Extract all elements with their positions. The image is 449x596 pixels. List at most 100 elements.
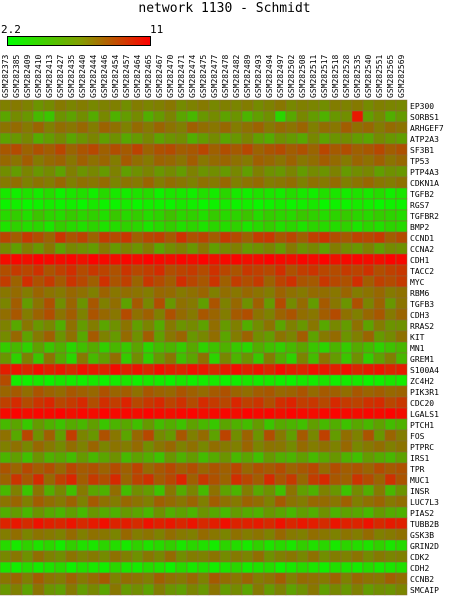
- heatmap-cell: [384, 583, 397, 596]
- heatmap-cell: [274, 253, 287, 266]
- heatmap-cell: [340, 165, 353, 178]
- heatmap-cell: [186, 187, 199, 200]
- heatmap-cell: [351, 528, 364, 541]
- heatmap-cell: [329, 374, 342, 387]
- heatmap-cell: [197, 418, 210, 431]
- heatmap-cell: [54, 451, 67, 464]
- heatmap-cell: [219, 385, 232, 398]
- heatmap-cell: [10, 286, 23, 299]
- row-label: CCND1: [410, 234, 434, 243]
- heatmap-cell: [120, 165, 133, 178]
- heatmap-cell: [384, 517, 397, 530]
- heatmap-cell: [351, 143, 364, 156]
- heatmap-cell: [230, 209, 243, 222]
- heatmap-cell: [197, 473, 210, 486]
- heatmap-cell: [54, 209, 67, 222]
- heatmap-cell: [241, 209, 254, 222]
- heatmap-cell: [186, 385, 199, 398]
- heatmap-cell: [362, 561, 375, 574]
- heatmap-cell: [318, 374, 331, 387]
- heatmap-cell: [373, 220, 386, 233]
- heatmap-cell: [186, 451, 199, 464]
- heatmap-cell: [318, 572, 331, 585]
- row-label: TP53: [410, 157, 429, 166]
- heatmap-cell: [208, 506, 221, 519]
- heatmap-cell: [197, 319, 210, 332]
- heatmap-cell: [296, 517, 309, 530]
- heatmap-cell: [208, 165, 221, 178]
- heatmap-cell: [197, 187, 210, 200]
- heatmap-cell: [65, 561, 78, 574]
- heatmap-cell: [10, 374, 23, 387]
- heatmap-cell: [274, 429, 287, 442]
- heatmap-cell: [329, 165, 342, 178]
- heatmap-cell: [252, 99, 265, 112]
- heatmap-cell: [384, 308, 397, 321]
- heatmap-cell: [76, 561, 89, 574]
- heatmap-cell: [175, 506, 188, 519]
- heatmap-cell: [230, 143, 243, 156]
- heatmap-cell: [197, 572, 210, 585]
- heatmap-cell: [340, 396, 353, 409]
- heatmap-cell: [32, 484, 45, 497]
- heatmap-cell: [362, 264, 375, 277]
- heatmap-cell: [208, 462, 221, 475]
- heatmap-cell: [186, 132, 199, 145]
- heatmap-cell: [76, 418, 89, 431]
- heatmap-cell: [274, 473, 287, 486]
- heatmap-cell: [340, 517, 353, 530]
- heatmap-cell: [109, 99, 122, 112]
- heatmap-cell: [274, 231, 287, 244]
- heatmap-cell: [175, 385, 188, 398]
- heatmap-cell: [219, 286, 232, 299]
- heatmap-cell: [307, 187, 320, 200]
- heatmap-cell: [351, 286, 364, 299]
- heatmap-cell: [197, 330, 210, 343]
- heatmap-cell: [296, 165, 309, 178]
- heatmap-cell: [351, 352, 364, 365]
- heatmap-cell: [54, 165, 67, 178]
- heatmap-cell: [98, 429, 111, 442]
- column-label: GSM282409: [23, 54, 32, 98]
- heatmap-cell: [65, 110, 78, 123]
- heatmap-cell: [329, 110, 342, 123]
- heatmap-cell: [76, 187, 89, 200]
- heatmap-cell: [395, 242, 408, 255]
- heatmap-cell: [54, 528, 67, 541]
- heatmap-cell: [142, 242, 155, 255]
- heatmap-cell: [219, 264, 232, 277]
- heatmap-cell: [109, 132, 122, 145]
- heatmap-cell: [109, 176, 122, 189]
- heatmap-cell: [131, 550, 144, 563]
- heatmap-cell: [351, 121, 364, 134]
- heatmap-cell: [87, 572, 100, 585]
- heatmap-cell: [98, 110, 111, 123]
- heatmap-cell: [164, 363, 177, 376]
- heatmap-cell: [241, 264, 254, 277]
- heatmap-cell: [384, 440, 397, 453]
- heatmap-cell: [351, 363, 364, 376]
- heatmap-cell: [43, 187, 56, 200]
- heatmap-cell: [87, 253, 100, 266]
- heatmap-cell: [285, 484, 298, 497]
- heatmap-cell: [197, 517, 210, 530]
- heatmap-cell: [307, 528, 320, 541]
- heatmap-cell: [340, 495, 353, 508]
- heatmap-cell: [87, 187, 100, 200]
- heatmap-cell: [65, 506, 78, 519]
- heatmap-cell: [252, 110, 265, 123]
- heatmap-cell: [54, 330, 67, 343]
- heatmap-cell: [153, 385, 166, 398]
- heatmap-cell: [43, 352, 56, 365]
- heatmap-cell: [109, 583, 122, 596]
- heatmap-cell: [274, 341, 287, 354]
- heatmap-cell: [329, 198, 342, 211]
- heatmap-cell: [54, 264, 67, 277]
- heatmap-cell: [109, 121, 122, 134]
- heatmap-cell: [21, 385, 34, 398]
- heatmap-cell: [307, 198, 320, 211]
- heatmap-cell: [307, 308, 320, 321]
- heatmap-cell: [263, 330, 276, 343]
- heatmap-cell: [10, 440, 23, 453]
- heatmap-cell: [32, 176, 45, 189]
